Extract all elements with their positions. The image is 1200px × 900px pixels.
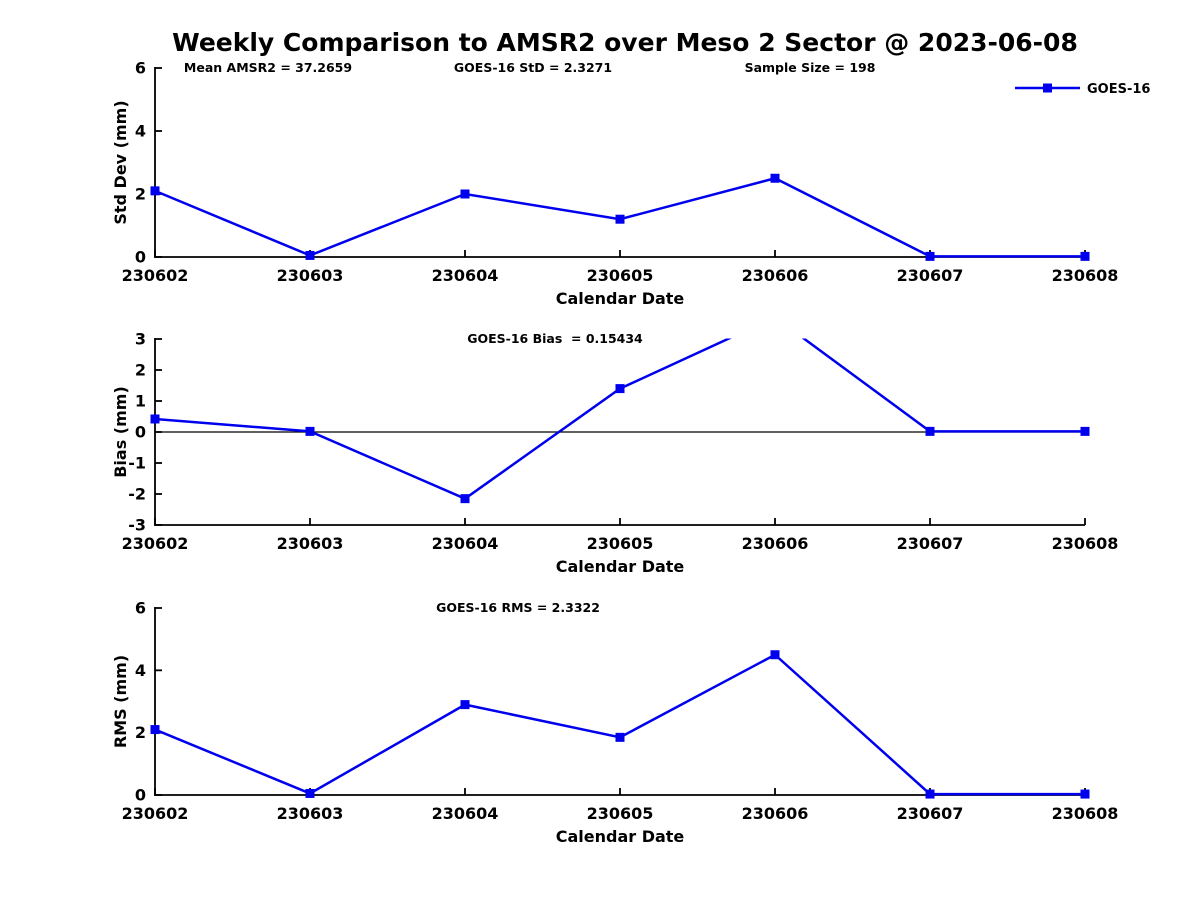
y-tick-label: 0 [135,786,146,805]
series-group [150,173,1090,261]
annotation: GOES-16 Bias = 0.15434 [467,331,643,346]
series-group [150,650,1090,799]
x-axis-label: Calendar Date [556,557,685,576]
x-tick-label: 230606 [742,804,809,823]
y-axis-label: RMS (mm) [111,655,130,748]
data-point-marker [1080,251,1090,261]
data-point-marker [305,426,315,436]
y-tick-label: 4 [135,661,146,680]
data-point-marker [1080,426,1090,436]
y-tick-label: -3 [128,516,146,535]
data-point-marker [770,650,780,660]
y-tick-label: 0 [135,248,146,267]
data-point-marker [305,788,315,798]
data-point-marker [460,494,470,504]
data-point-marker [1080,789,1090,799]
subplot-bias: -3 -2 -1 0 1 2 3 230602 230603 230604 230605 230606… [111,313,1119,577]
x-tick-label: 230604 [432,266,499,285]
data-point-marker [925,251,935,261]
y-tick-label: 2 [135,723,146,742]
data-point-marker [150,186,160,196]
series-line-goes-16 [154,653,1085,796]
data-point-marker [615,732,625,742]
x-tick-label: 230608 [1052,534,1119,553]
x-tick-label: 230608 [1052,804,1119,823]
data-point-marker [305,250,315,260]
y-tick-label: 3 [135,330,146,349]
x-axis-label: Calendar Date [556,827,685,846]
data-point-marker [150,414,160,424]
legend: GOES-16 [1015,82,1150,97]
x-tick-label: 230607 [897,266,964,285]
subplot-rms: 0 2 4 6 230602 230603 230604 230605 230606 230607… [111,599,1118,847]
x-tick-label: 230603 [277,534,344,553]
y-tick-label: -1 [128,454,146,473]
annotation: Mean AMSR2 = 37.2659 [184,60,352,75]
figure-title: Weekly Comparison to AMSR2 over Meso 2 S… [172,28,1078,57]
data-point-marker [460,189,470,199]
x-tick-label: 230607 [897,534,964,553]
y-tick-label: 2 [135,185,146,204]
data-point-marker [615,384,625,394]
y-tick-label: 6 [135,599,146,618]
annotation: GOES-16 StD = 2.3271 [454,60,612,75]
x-tick-label: 230604 [432,534,499,553]
x-tick-label: 230606 [742,534,809,553]
data-point-marker [925,789,935,799]
data-point-marker [460,700,470,710]
x-tick-label: 230605 [587,804,654,823]
x-tick-label: 230606 [742,266,809,285]
data-point-marker [615,214,625,224]
y-tick-label: -2 [128,485,146,504]
data-point-marker [150,725,160,735]
data-point-marker [771,313,780,322]
y-axis-label: Bias (mm) [111,386,130,478]
y-axis-label: Std Dev (mm) [111,100,130,224]
x-tick-label: 230605 [587,266,654,285]
x-tick-label: 230603 [277,266,344,285]
y-tick-label: 4 [135,122,146,141]
y-tick-label: 2 [135,361,146,380]
x-tick-label: 230603 [277,804,344,823]
x-tick-label: 230605 [587,534,654,553]
x-tick-label: 230604 [432,804,499,823]
annotation: GOES-16 RMS = 2.3322 [436,600,600,615]
x-tick-label: 230602 [122,804,189,823]
annotation: Sample Size = 198 [745,60,876,75]
y-tick-label: 6 [135,59,146,78]
legend-label: GOES-16 [1087,82,1150,97]
x-tick-label: 230608 [1052,266,1119,285]
y-tick-label: 0 [135,423,146,442]
series-group [150,313,1090,504]
x-tick-label: 230607 [897,804,964,823]
data-point-marker [770,173,780,183]
subplot-stddev: 0 2 4 6 230602 230603 230604 230605 230606 230607… [111,59,1150,309]
y-tick-label: 1 [135,392,146,411]
data-point-marker [925,426,935,436]
legend-marker [1043,83,1052,93]
x-tick-label: 230602 [122,266,189,285]
x-axis-label: Calendar Date [556,289,685,308]
x-tick-label: 230602 [122,534,189,553]
